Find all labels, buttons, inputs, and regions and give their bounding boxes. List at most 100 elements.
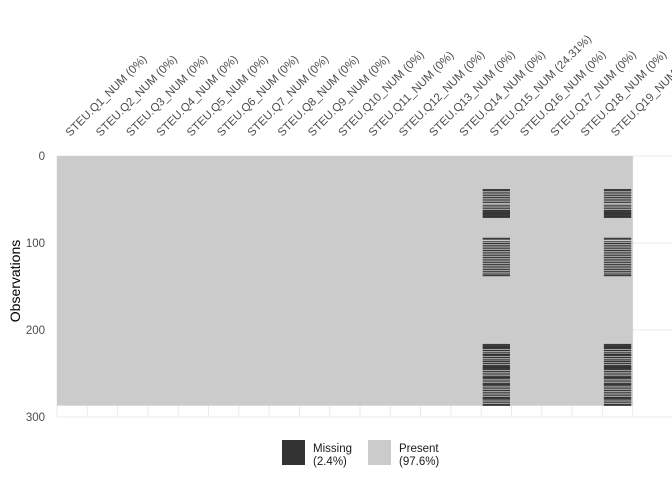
missing-cell xyxy=(603,393,632,395)
missing-cell xyxy=(482,404,510,406)
missing-cell xyxy=(482,403,510,405)
missing-cell xyxy=(482,200,510,202)
missing-cell xyxy=(482,344,510,346)
missing-cell xyxy=(603,249,632,251)
missing-cell xyxy=(482,251,510,253)
legend: Missing(2.4%) Present(97.6%) xyxy=(282,440,439,468)
missing-cell xyxy=(482,354,510,356)
missing-cell xyxy=(603,237,632,239)
missing-cell xyxy=(482,374,510,376)
missing-cell xyxy=(482,212,510,214)
missing-cell xyxy=(482,210,510,212)
missing-cell xyxy=(482,402,510,404)
present-cells xyxy=(57,156,633,406)
missing-cell xyxy=(482,360,510,362)
missing-cell xyxy=(482,256,510,258)
missing-cell xyxy=(482,248,510,250)
y-tick-label: 0 xyxy=(39,151,45,163)
missing-cell xyxy=(603,263,632,265)
missing-cell xyxy=(603,195,632,197)
missing-cell xyxy=(603,253,632,255)
missing-cell xyxy=(482,376,510,378)
missing-cell xyxy=(482,246,510,248)
missing-cell xyxy=(603,353,632,355)
missing-cell xyxy=(603,262,632,264)
missing-cell xyxy=(482,216,510,218)
missing-cell xyxy=(482,265,510,267)
missing-cell xyxy=(603,404,632,406)
missing-cell xyxy=(482,381,510,383)
missing-cell xyxy=(482,275,510,277)
missing-cell xyxy=(603,243,632,245)
missing-cell xyxy=(603,374,632,376)
missing-cell xyxy=(482,274,510,276)
missing-cell xyxy=(603,208,632,210)
missing-cell xyxy=(482,386,510,388)
column-label: STEU.Q19_NUM (24.31%) xyxy=(609,33,672,139)
missing-cell xyxy=(603,241,632,243)
y-tick-label: 100 xyxy=(26,238,45,250)
missing-cell xyxy=(482,206,510,208)
missing-cell xyxy=(482,351,510,353)
missing-cell xyxy=(482,237,510,239)
missing-cell xyxy=(603,215,632,217)
missing-cell xyxy=(482,391,510,393)
missing-cell xyxy=(482,255,510,257)
missing-cell xyxy=(603,206,632,208)
missing-cell xyxy=(603,251,632,253)
missing-cell xyxy=(482,370,510,372)
missing-cell xyxy=(603,350,632,352)
missing-cell xyxy=(482,269,510,271)
missing-cell xyxy=(482,208,510,210)
missing-cell xyxy=(603,360,632,362)
missing-cell xyxy=(482,376,510,378)
missing-cell xyxy=(603,348,632,350)
missing-cell xyxy=(482,262,510,264)
missing-cell xyxy=(482,363,510,365)
missing-cell xyxy=(603,369,632,371)
missing-cell xyxy=(482,390,510,392)
missing-cell xyxy=(603,383,632,385)
missing-cell xyxy=(482,258,510,260)
missing-cell xyxy=(482,364,510,366)
missing-cell xyxy=(603,344,632,346)
legend-label: Missing xyxy=(313,443,352,455)
missing-cell xyxy=(482,272,510,274)
y-tick-label: 200 xyxy=(26,325,45,337)
missing-cell xyxy=(482,383,510,385)
missing-cell xyxy=(603,343,632,345)
missing-cell xyxy=(603,379,632,381)
missing-cell xyxy=(482,189,510,191)
column-labels: STEU.Q1_NUM (0%)STEU.Q2_NUM (0%)STEU.Q3_… xyxy=(64,33,672,139)
missing-cell xyxy=(603,345,632,347)
missing-cell xyxy=(603,366,632,368)
missing-cell xyxy=(482,238,510,240)
missing-cell xyxy=(482,243,510,245)
missing-cell xyxy=(482,213,510,215)
missing-cell xyxy=(603,377,632,379)
missing-cell xyxy=(482,384,510,386)
missing-cell xyxy=(482,249,510,251)
missing-cell xyxy=(482,196,510,198)
missing-cell xyxy=(603,400,632,402)
missing-cell xyxy=(482,397,510,399)
y-axis-title: Observations xyxy=(7,240,23,322)
missing-cell xyxy=(603,212,632,214)
missing-cell xyxy=(482,383,510,385)
missing-cell xyxy=(482,367,510,369)
missing-cell xyxy=(482,193,510,195)
missing-cell xyxy=(482,216,510,218)
missing-cell xyxy=(603,189,632,191)
missing-cell xyxy=(482,368,510,370)
missing-cell xyxy=(482,361,510,363)
missing-cell xyxy=(482,347,510,349)
missing-cell xyxy=(482,396,510,399)
missing-cell xyxy=(482,343,510,345)
missing-cell xyxy=(482,209,510,211)
missing-cell xyxy=(603,191,632,193)
missing-cell xyxy=(482,270,510,272)
missing-cell xyxy=(482,244,510,246)
legend-swatch xyxy=(368,440,391,465)
missing-cell xyxy=(603,211,632,213)
